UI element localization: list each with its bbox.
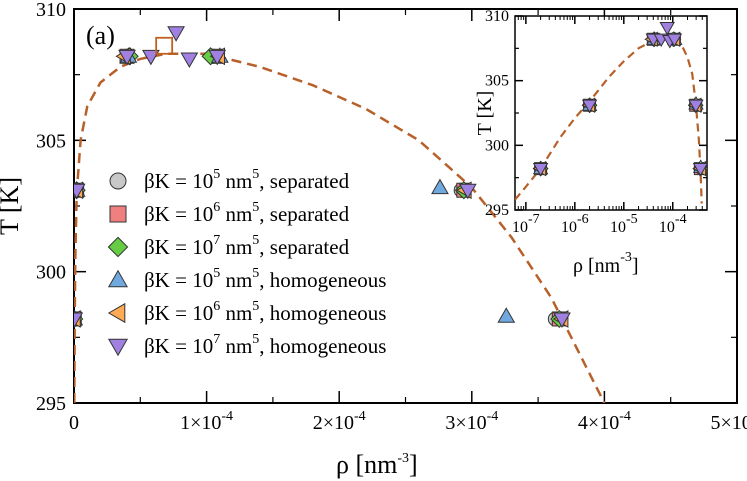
data-point-triangle-up (431, 178, 449, 195)
x-axis-label: ρ [nm-3] (336, 450, 418, 479)
legend-entry: βK = 107 nm5, separated (107, 233, 350, 259)
legend-entry: βK = 106 nm5, separated (109, 200, 350, 226)
data-point-triangle-down (581, 99, 598, 114)
data-point-triangle-down (666, 33, 683, 48)
x-tick-label: 10-5 (610, 212, 638, 236)
y-tick-label: 300 (36, 262, 66, 284)
inset-x-axis-label: ρ [nm-3] (573, 250, 639, 277)
legend-label: βK = 105 nm5, separated (144, 167, 350, 193)
data-point-triangle-up (497, 307, 516, 323)
main-data-points (74, 26, 571, 329)
x-tick-label: 0 (69, 412, 79, 434)
data-point-triangle-down (74, 183, 86, 200)
x-tick-label: 3×10-4 (445, 409, 498, 434)
y-axis-label: T [K] (0, 177, 24, 235)
x-tick-label: 10-7 (512, 212, 540, 236)
critical-point-marker (155, 36, 174, 55)
data-point-triangle-down (692, 163, 707, 177)
inset-y-axis-label: T [K] (474, 91, 496, 136)
legend-label: βK = 107 nm5, homogeneous (144, 332, 386, 358)
y-tick-label: 305 (485, 73, 509, 90)
legend-label: βK = 106 nm5, separated (144, 200, 350, 226)
data-point-triangle-down (553, 312, 571, 328)
legend-marker-triangle-down (107, 338, 129, 357)
inset-plot-frame (514, 15, 708, 211)
x-tick-label: 5×10-4 (711, 409, 747, 434)
data-point-triangle-down (532, 163, 549, 177)
x-tick-label: 10-4 (659, 212, 687, 236)
legend-entry: βK = 105 nm5, separated (109, 167, 350, 193)
data-point-triangle-down (180, 52, 199, 68)
inset-data-points (532, 22, 707, 177)
data-point-triangle-down (458, 183, 477, 200)
legend-marker-triangle-up (107, 269, 129, 288)
legend-marker-square (109, 205, 127, 223)
legend-marker-triangle-left (107, 302, 126, 324)
x-tick-label: 1×10-4 (180, 409, 233, 434)
y-tick-label: 295 (485, 202, 509, 219)
legend-label: βK = 105 nm5, homogeneous (144, 266, 386, 292)
panel-label: (a) (86, 21, 115, 50)
data-point-triangle-down (118, 49, 136, 66)
x-tick-label: 4×10-4 (578, 409, 631, 434)
y-tick-label: 305 (36, 130, 66, 152)
x-tick-label: 2×10-4 (313, 409, 366, 434)
legend-marker-diamond (107, 236, 129, 258)
legend-entry: βK = 105 nm5, homogeneous (107, 266, 386, 292)
data-point-triangle-down (167, 26, 186, 42)
y-tick-label: 310 (36, 0, 66, 21)
legend-label: βK = 106 nm5, homogeneous (144, 299, 386, 325)
legend-label: βK = 107 nm5, separated (144, 233, 350, 259)
inset-plot: 10-7 10-6 10-5 10-4 295 300 305 310 ρ [nm-3] T … (474, 8, 708, 277)
y-tick-label: 295 (36, 393, 66, 415)
legend: βK = 105 nm5, separated βK = 106 nm5, sep… (107, 167, 386, 358)
data-point-triangle-down (74, 312, 84, 328)
legend-entry: βK = 107 nm5, homogeneous (107, 332, 386, 358)
legend-marker-circle (109, 172, 127, 190)
data-point-triangle-down (688, 99, 704, 114)
data-point-triangle-down (208, 49, 227, 66)
y-tick-label: 300 (485, 137, 509, 154)
x-tick-label: 10-6 (561, 212, 589, 236)
main-axis-ticks: 0 1×10-4 2×10-4 3×10-4 4×10-4 5×10-4 295 300 305… (36, 0, 747, 434)
data-point-triangle-down (141, 49, 160, 66)
legend-entry: βK = 106 nm5, homogeneous (107, 299, 386, 325)
y-tick-label: 310 (485, 8, 509, 25)
data-point-triangle-down (659, 22, 675, 36)
inset-axis-ticks: 10-7 10-6 10-5 10-4 295 300 305 310 (485, 8, 708, 236)
